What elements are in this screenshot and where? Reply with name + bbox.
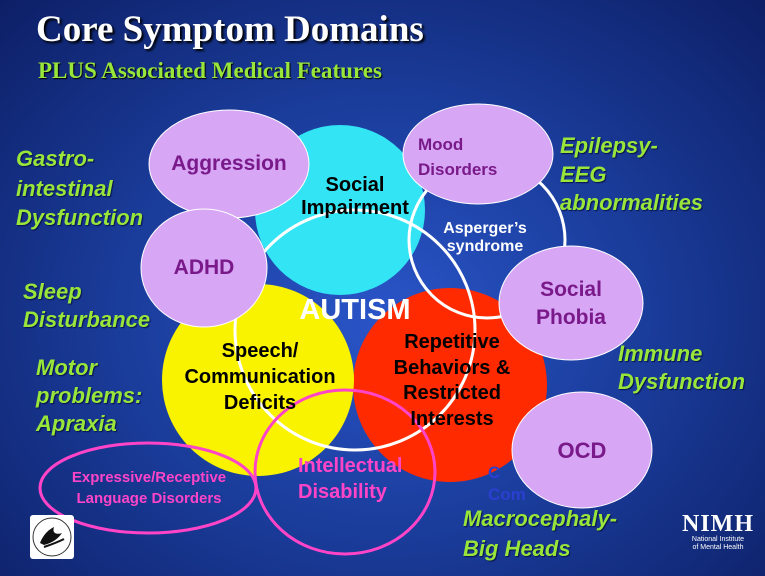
language-disorders-label: Expressive/Receptive Language Disorders [71,469,227,507]
language-disorders-ellipse [38,441,258,535]
aggression-label: Aggression [171,152,287,175]
speech-domain-circle [162,284,354,476]
slide-subtitle: PLUS Associated Medical Features [38,58,382,83]
immune-dysfunction-label: Immune Dysfunction [618,341,746,395]
macrocephaly-label: Macrocephaly- Big Heads [463,506,618,561]
nimh-name: National Institute of Mental Health [691,536,745,551]
motor-problems-label: Motor problems: Apraxia [36,355,143,437]
ocd-bubble [511,391,653,509]
gi-dysfunction-label: Gastro- intestinal Dysfunction [16,146,144,231]
autism-circle [233,208,477,452]
intellectual-disability-ellipse [253,388,437,556]
hhs-eagle-icon [32,517,72,557]
autism-label: AUTISM [299,294,411,326]
hidden-fragment-label: C Com [488,463,526,505]
mood-disorders-label: Mood Disorders [418,135,498,179]
mood-disorders-bubble [402,103,554,205]
repetitive-behaviors-label: Repetitive Behaviors & Restricted Intere… [393,331,511,430]
slide-title: Core Symptom Domains [36,9,424,50]
nimh-logo: NIMH National Institute of Mental Health [682,512,754,551]
speech-communication-label: Speech/ Communication Deficits [184,340,336,414]
social-phobia-bubble [498,245,644,361]
repetitive-domain-circle [353,288,547,482]
nimh-wordmark: NIMH [682,511,754,537]
ocd-label: OCD [557,438,607,463]
epilepsy-label: Epilepsy- EEG abnormalities [560,133,704,216]
aspergers-label: Asperger’s syndrome [443,220,527,256]
social-impairment-label: Social Impairment [301,174,409,219]
hhs-logo [30,515,74,559]
sleep-disturbance-label: Sleep Disturbance [23,279,151,333]
social-phobia-label: Social Phobia [535,278,606,330]
adhd-bubble [140,208,268,328]
adhd-label: ADHD [173,256,235,279]
intellectual-disability-label: Intellectual Disability [298,455,403,503]
